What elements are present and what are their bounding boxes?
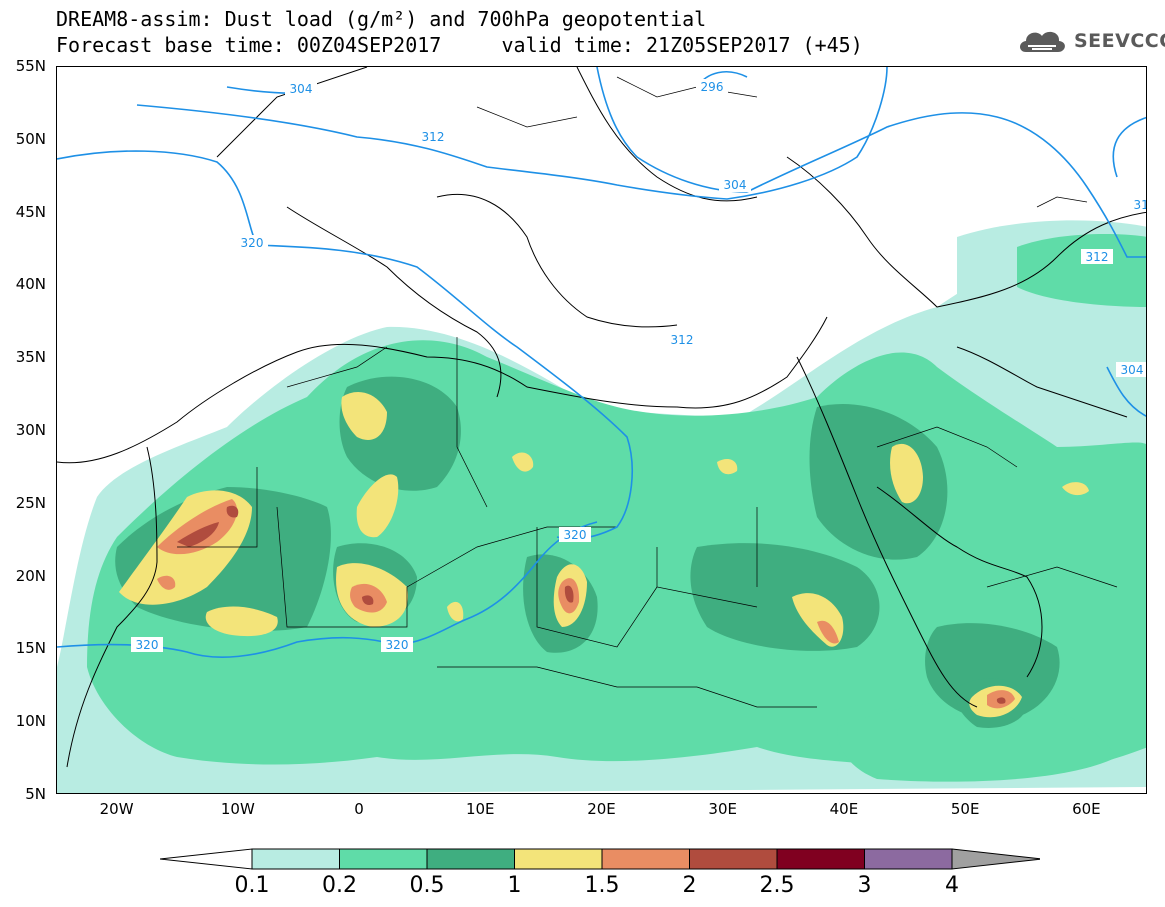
colorbar-min-arrow: [160, 848, 253, 870]
map-title: DREAM8-assim: Dust load (g/m²) and 700hP…: [56, 7, 707, 31]
colorbar-tick-label: 0.2: [322, 873, 357, 898]
contour-label: 320: [136, 638, 159, 652]
contour-label: 304: [1121, 363, 1144, 377]
colorbar-cell: [864, 848, 953, 870]
lon-tick-label: 40E: [829, 800, 859, 818]
colorbar-tick-label: 0.5: [409, 873, 445, 898]
colorbar-cell: [514, 848, 603, 870]
contour-label: 312: [1086, 250, 1109, 264]
contour-label-bg: [417, 129, 449, 144]
colorbar-tick-label: 1: [507, 873, 522, 898]
logo-text: SEEVCCC: [1074, 30, 1165, 52]
dust-band-2: [177, 505, 1006, 704]
cloud-icon: [1020, 31, 1065, 52]
contour-label-bg: [131, 637, 163, 652]
colorbar-cell: [689, 848, 778, 870]
colorbar-cell: [426, 848, 515, 870]
colorbar-max-arrow: [951, 848, 1040, 870]
lat-tick-label: 55N: [15, 57, 46, 75]
contour-label: 312: [422, 130, 445, 144]
colorbar-legend: [160, 848, 1040, 870]
country-borders: [177, 76, 1118, 708]
contour-label-bg: [719, 177, 751, 192]
lat-tick-label: 30N: [15, 421, 46, 439]
contour-label-bg: [1129, 197, 1146, 212]
lat-tick-label: 50N: [15, 129, 46, 148]
map-panel: 304 312 320 296 304 312 312 304 312 320 320 320: [56, 66, 1147, 794]
colorbar-tick-label: 1.5: [584, 873, 620, 898]
lon-tick-label: 10E: [465, 800, 495, 818]
colorbar-tick-label: 0.1: [234, 873, 270, 898]
contour-label-bg: [666, 332, 698, 347]
contour-label-group: 304 312 320 296 304 312 312 304 312 320 320 320: [131, 79, 1147, 652]
seevccc-logo: SEEVCCC: [1016, 24, 1165, 58]
contour-label: 320: [241, 236, 264, 250]
lat-tick-label: 20N: [15, 566, 46, 585]
lat-tick-label: 15N: [15, 639, 46, 658]
lon-tick-label: 0: [354, 800, 364, 818]
lon-tick-label: 20W: [99, 800, 134, 818]
forecast-time-info: Forecast base time: 00Z04SEP2017 valid t…: [56, 33, 863, 57]
lon-tick-label: 30E: [708, 800, 737, 818]
lat-tick-label: 40N: [15, 275, 46, 294]
lon-tick-label: 10W: [220, 800, 255, 818]
contour-label-bg: [1081, 249, 1113, 264]
lat-tick-label: 35N: [15, 348, 46, 367]
contour-label-bg: [559, 527, 591, 542]
lat-tick-label: 5N: [25, 785, 46, 803]
contour-label: 304: [290, 82, 313, 96]
colorbar-cell: [339, 848, 428, 870]
colorbar-cell: [251, 848, 340, 870]
dust-map: 304 312 320 296 304 312 312 304 312 320 320 320: [57, 67, 1147, 793]
contour-label-bg: [285, 81, 317, 96]
contour-label: 320: [386, 638, 409, 652]
geopotential-contours: [57, 67, 1146, 658]
contour-label: 312: [671, 333, 694, 347]
colorbar-tick-label: 2.5: [759, 873, 795, 898]
colorbar-cell: [601, 848, 690, 870]
lon-tick-label: 50E: [950, 800, 980, 818]
lat-tick-label: 10N: [15, 712, 46, 731]
contour-label-bg: [696, 79, 728, 94]
colorbar-tick-label: 2: [682, 873, 697, 898]
colorbar-cell: [776, 848, 865, 870]
colorbar-tick-label: 3: [857, 873, 872, 898]
contour-label: 296: [701, 80, 724, 94]
coastlines: [57, 67, 1146, 768]
lon-tick-label: 20E: [587, 800, 616, 818]
lat-tick-label: 45N: [15, 202, 46, 221]
contour-label-bg: [381, 637, 413, 652]
contour-label: 304: [724, 178, 747, 192]
colorbar-tick-label: 4: [945, 873, 959, 898]
lon-tick-label: 60E: [1072, 800, 1101, 818]
contour-label: 312: [1134, 198, 1147, 212]
contour-label-bg: [236, 235, 268, 250]
contour-label: 320: [564, 528, 587, 542]
lat-tick-label: 25N: [15, 493, 46, 512]
contour-label-bg: [1116, 362, 1146, 377]
